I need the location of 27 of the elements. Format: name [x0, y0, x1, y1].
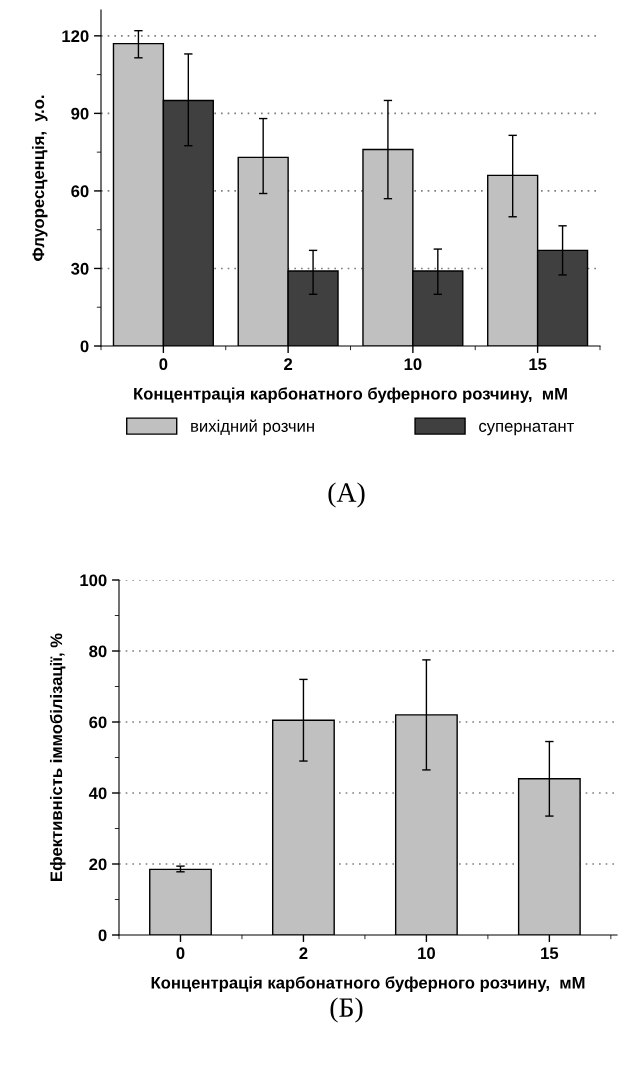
x-tick-label: 15 [529, 358, 547, 371]
y-axis-title: Ефективність іммобілізації, % [49, 633, 66, 881]
y-axis-title: Флуоресценція, у.о. [31, 95, 48, 261]
text: (Б) [330, 997, 363, 1023]
x-tick-label: 15 [541, 947, 559, 960]
x-tick-label: 2 [299, 947, 308, 959]
y-tick-label: 60 [71, 185, 89, 198]
y-tick-label: 30 [71, 262, 89, 275]
x-tick-label: 10 [418, 947, 435, 960]
y-tick-label: 120 [62, 30, 89, 43]
y-tick-label: 0 [98, 929, 107, 942]
x-tick-label: 2 [284, 358, 293, 370]
x-tick-label: 0 [159, 358, 168, 371]
y-tick-label: 60 [89, 716, 107, 729]
x-tick-label: 0 [176, 947, 185, 960]
y-tick-label: 100 [80, 574, 107, 587]
legend-label: вихідний розчин [191, 419, 314, 436]
y-tick-label: 20 [89, 858, 107, 871]
text: (А) [328, 482, 365, 508]
x-axis-title: Концентрація карбонатного буферного розчину, мМ [151, 976, 585, 992]
y-tick-label: 40 [88, 787, 107, 800]
y-tick-label: 80 [89, 645, 107, 658]
x-axis-title: Концентрація карбонатного буферного розчину, мМ [134, 387, 567, 403]
y-tick-label: 90 [71, 107, 89, 120]
y-tick-label: 0 [80, 340, 89, 353]
legend-label: супернатант [479, 422, 574, 436]
x-tick-label: 10 [404, 358, 422, 371]
